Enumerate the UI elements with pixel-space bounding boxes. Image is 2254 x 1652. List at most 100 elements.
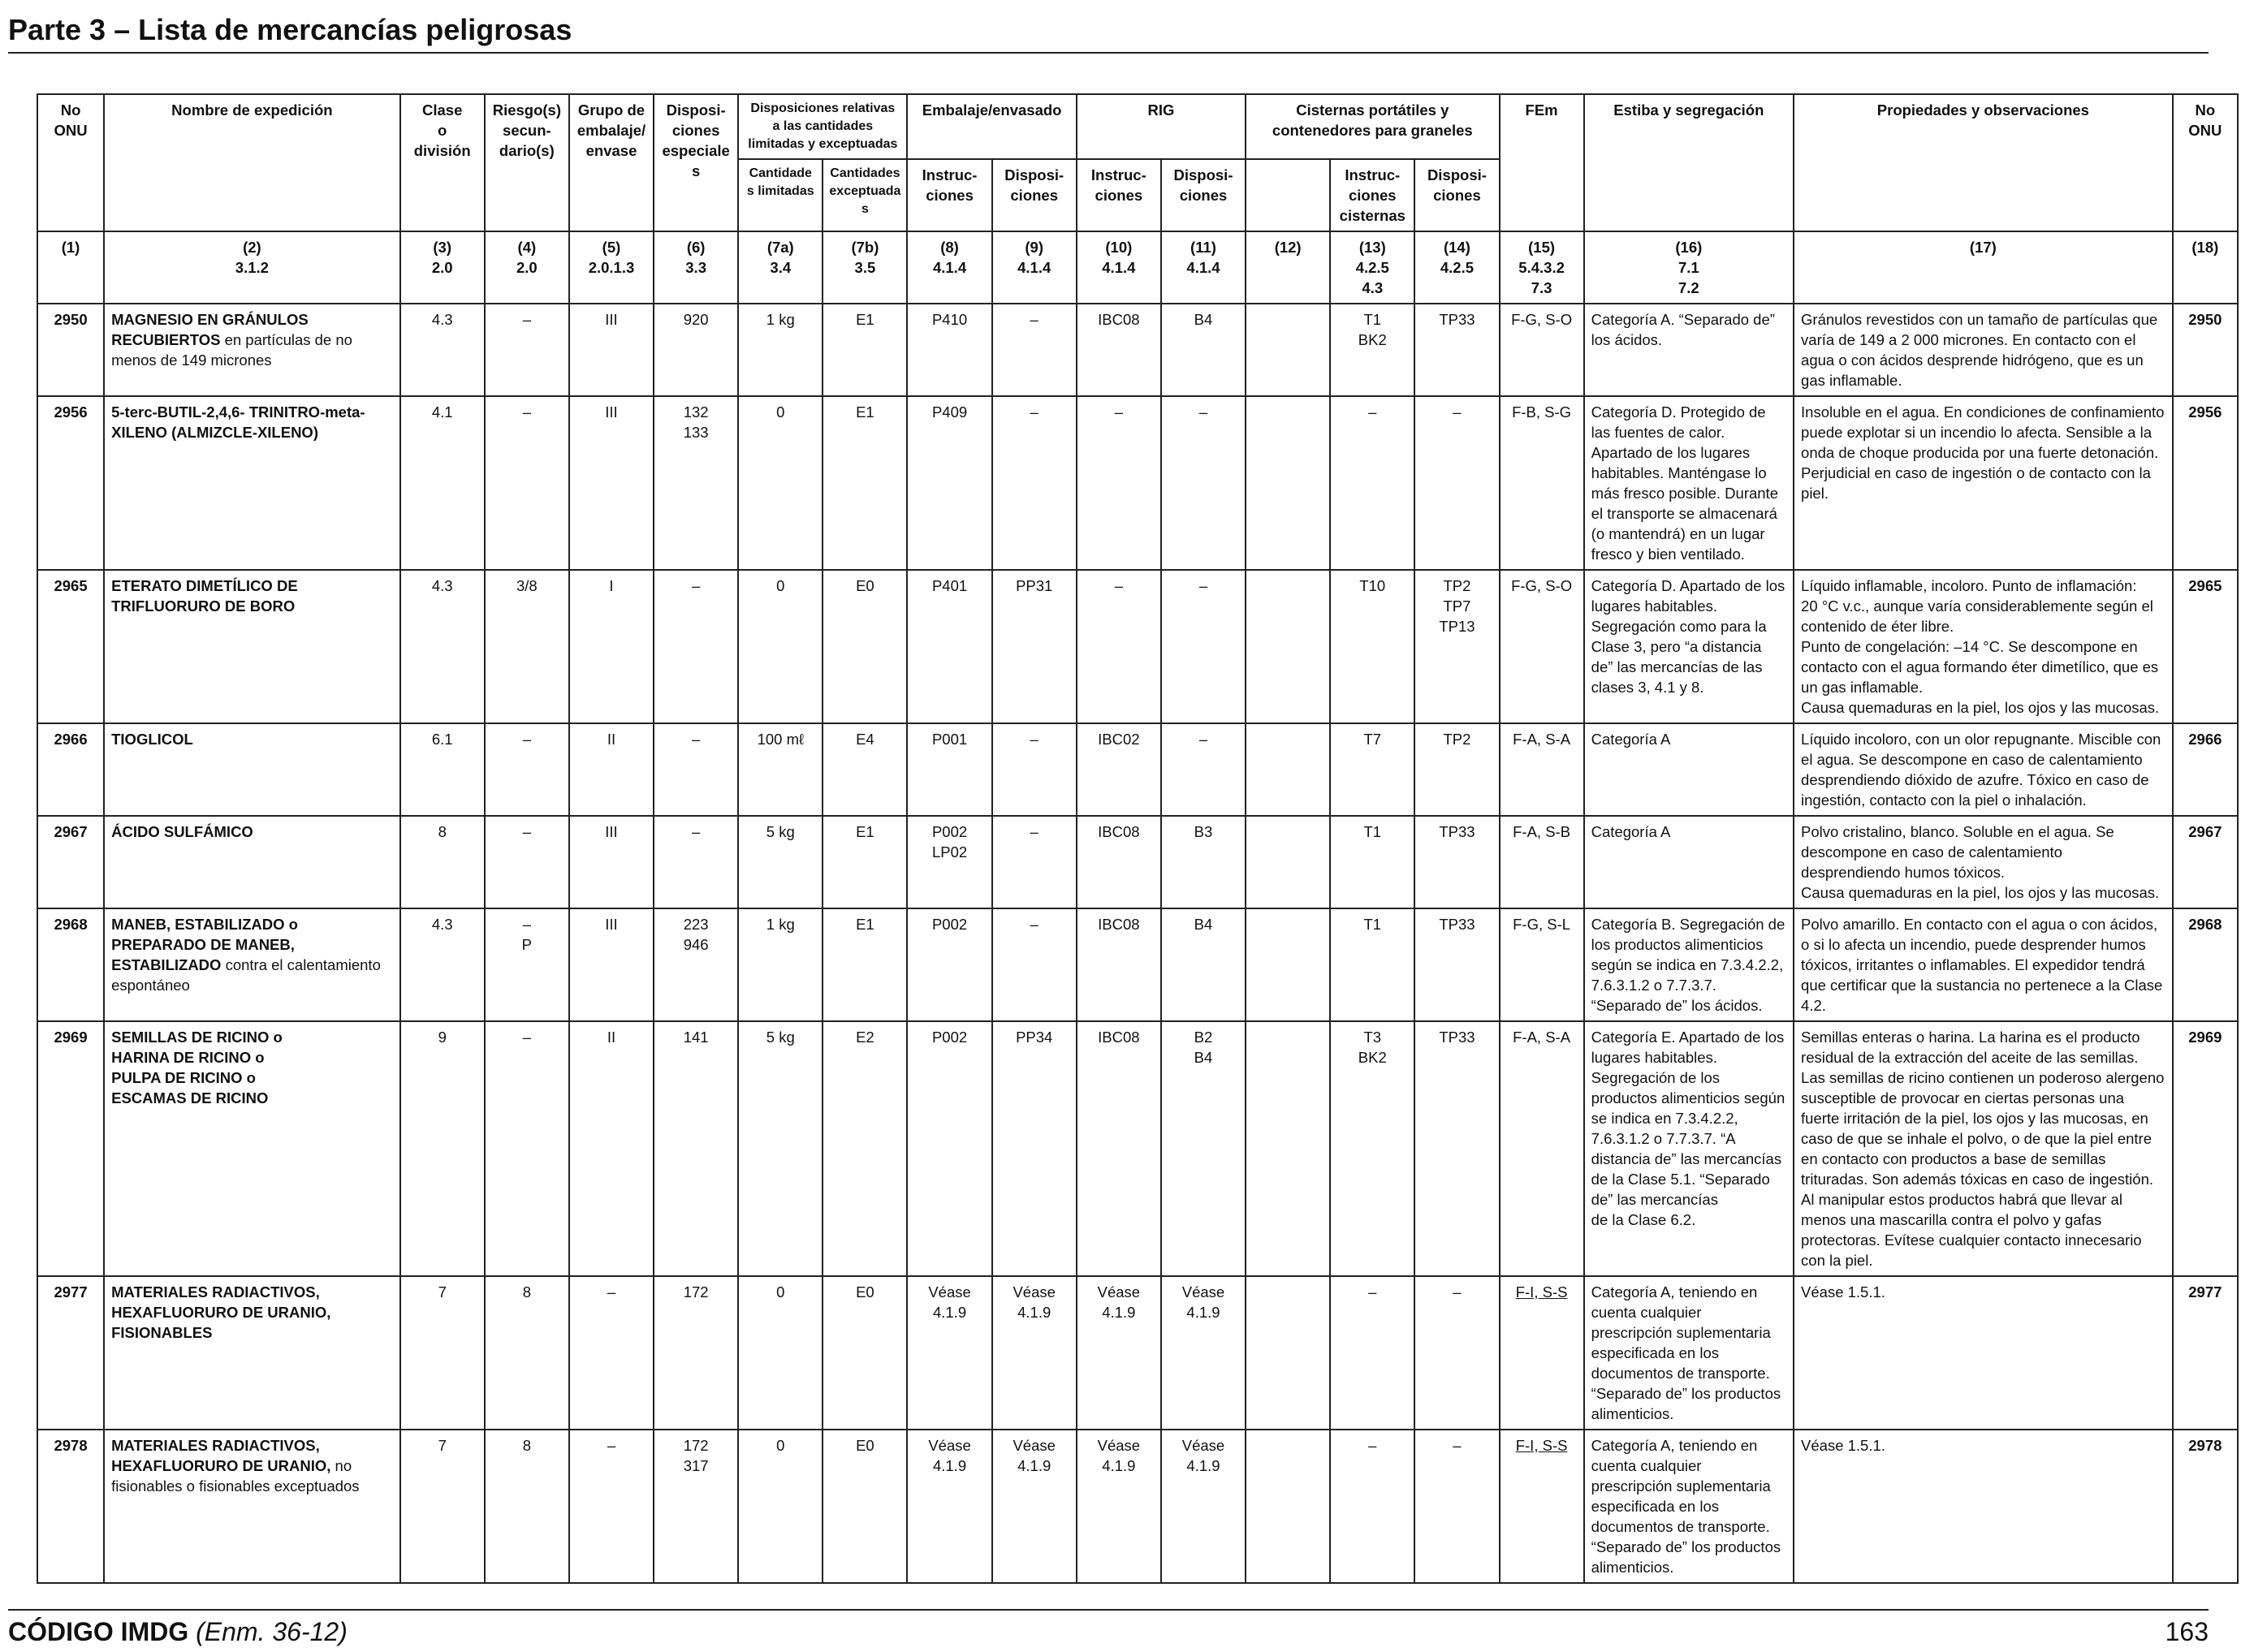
embalaje-disposiciones-cell: – <box>991 815 1077 909</box>
disposiciones-especiales-cell: – <box>653 569 740 724</box>
cantidades-exceptuadas-cell: E0 <box>822 1275 909 1430</box>
riesgo-cell: 8 <box>483 1429 570 1584</box>
fem-cell: F-I, S-S <box>1498 1429 1585 1584</box>
column-ref-cell: (16) 7.1 7.2 <box>1583 231 1795 304</box>
name-plain-text: contra el calentamiento espontáneo <box>111 956 381 994</box>
rig-disposiciones-cell: – <box>1159 569 1247 724</box>
clase-cell: 7 <box>399 1429 486 1584</box>
rig-instrucciones-cell: IBC08 <box>1075 908 1162 1022</box>
rig-instrucciones-cell: IBC08 <box>1075 303 1162 397</box>
header-grupo: Grupo de embalaje/ envase <box>568 93 655 232</box>
cantidades-limitadas-cell: 1 kg <box>737 303 824 397</box>
column-ref-cell: (2) 3.1.2 <box>103 231 401 304</box>
cisternas-instrucciones-cell: T1 <box>1329 815 1416 909</box>
embalaje-instrucciones-cell: P001 <box>906 722 993 817</box>
clase-cell: 4.3 <box>399 569 486 724</box>
clase-cell: 4.3 <box>399 303 486 397</box>
cantidades-exceptuadas-cell: E1 <box>822 303 909 397</box>
column-ref-cell: (7a) 3.4 <box>737 231 824 304</box>
column-12-cell <box>1245 569 1332 724</box>
disposiciones-especiales-cell: 132 133 <box>653 395 740 571</box>
name-bold-text: MATERIALES RADIACTIVOS, HEXAFLUORURO DE … <box>111 1437 331 1474</box>
riesgo-cell: 8 <box>483 1275 570 1430</box>
name-plain-text: no fisionables o fisionables exceptuados <box>111 1457 360 1495</box>
disposiciones-especiales-cell: 223 946 <box>653 908 740 1022</box>
embalaje-disposiciones-cell: Véase 4.1.9 <box>991 1429 1077 1584</box>
cantidades-limitadas-cell: 0 <box>737 395 824 571</box>
cisternas-disposiciones-cell: TP33 <box>1414 815 1501 909</box>
footer-code: CÓDIGO IMDG <box>8 1617 189 1646</box>
clase-cell: 4.1 <box>399 395 486 571</box>
rig-disposiciones-cell: – <box>1159 395 1247 571</box>
fem-cell: F-I, S-S <box>1498 1275 1585 1430</box>
header-disposiciones-rig: Disposi- ciones <box>1159 158 1247 232</box>
cisternas-disposiciones-cell: TP2 TP7 TP13 <box>1414 569 1501 724</box>
rig-disposiciones-cell: B3 <box>1159 815 1247 909</box>
disposiciones-especiales-cell: 172 <box>653 1275 740 1430</box>
cisternas-instrucciones-cell: T1 BK2 <box>1329 303 1416 397</box>
name-plain-text: en partículas de no menos de 149 microne… <box>111 331 352 369</box>
header-riesgo: Riesgo(s) secun- dario(s) <box>483 93 570 232</box>
grupo-cell: I <box>568 569 655 724</box>
riesgo-cell: – <box>483 815 570 909</box>
cantidades-limitadas-cell: 5 kg <box>737 815 824 909</box>
name-cell: MAGNESIO EN GRÁNULOS RECUBIERTOS en part… <box>103 303 401 397</box>
header-embalaje: Embalaje/envasado <box>906 93 1077 160</box>
embalaje-instrucciones-cell: P409 <box>906 395 993 571</box>
cisternas-disposiciones-cell: TP2 <box>1414 722 1501 817</box>
embalaje-instrucciones-cell: P002 <box>906 908 993 1022</box>
onu-cell: 2956 <box>36 395 106 571</box>
embalaje-instrucciones-cell: P410 <box>906 303 993 397</box>
column-ref-cell: (3) 2.0 <box>399 231 486 304</box>
cantidades-exceptuadas-cell: E1 <box>822 395 909 571</box>
rig-instrucciones-cell: Véase 4.1.9 <box>1075 1275 1162 1430</box>
page-header: Parte 3 – Lista de mercancías peligrosas <box>8 11 2209 54</box>
table-row: 2967 ÁCIDO SULFÁMICO 8– III –5 kg E1 P002 LP02… <box>36 815 2239 909</box>
column-ref-cell: (5) 2.0.1.3 <box>568 231 655 304</box>
name-cell: SEMILLAS DE RICINO o HARINA DE RICINO o … <box>103 1020 401 1277</box>
onu-right-cell: 2968 <box>2171 908 2239 1022</box>
name-bold-text: TIOGLICOL <box>111 731 193 748</box>
column-12-cell <box>1245 1429 1332 1584</box>
page-number: 163 <box>2165 1617 2209 1646</box>
estiba-cell: Categoría D. Apartado de los lugares hab… <box>1583 569 1795 724</box>
onu-right-cell: 2965 <box>2171 569 2239 724</box>
propiedades-cell: Gránulos revestidos con un tamaño de par… <box>1793 303 2174 397</box>
rig-disposiciones-cell: Véase 4.1.9 <box>1159 1275 1247 1430</box>
fem-cell: F-G, S-O <box>1498 303 1585 397</box>
header-blank-12 <box>1245 158 1332 232</box>
rig-instrucciones-cell: – <box>1075 395 1162 571</box>
onu-right-cell: 2969 <box>2171 1020 2239 1277</box>
cantidades-exceptuadas-cell: E0 <box>822 569 909 724</box>
table-row: 2969 SEMILLAS DE RICINO o HARINA DE RICIN… <box>36 1020 2239 1277</box>
onu-cell: 2968 <box>36 908 106 1022</box>
grupo-cell: III <box>568 815 655 909</box>
embalaje-disposiciones-cell: – <box>991 908 1077 1022</box>
cantidades-exceptuadas-cell: E2 <box>822 1020 909 1277</box>
onu-cell: 2966 <box>36 722 106 817</box>
rig-disposiciones-cell: – <box>1159 722 1247 817</box>
table-row: 2956 5-terc-BUTIL-2,4,6- TRINITRO-meta-XI… <box>36 395 2239 571</box>
rig-instrucciones-cell: IBC02 <box>1075 722 1162 817</box>
cisternas-instrucciones-cell: T3 BK2 <box>1329 1020 1416 1277</box>
name-bold-text: ÁCIDO SULFÁMICO <box>111 823 253 840</box>
name-cell: TIOGLICOL <box>103 722 401 817</box>
table-row: 2950 MAGNESIO EN GRÁNULOS RECUBIERTOS en … <box>36 303 2239 397</box>
name-cell: MATERIALES RADIACTIVOS, HEXAFLUORURO DE … <box>103 1275 401 1430</box>
fem-cell: F-A, S-A <box>1498 1020 1585 1277</box>
grupo-cell: – <box>568 1429 655 1584</box>
column-ref-cell: (17) <box>1793 231 2174 304</box>
embalaje-disposiciones-cell: – <box>991 722 1077 817</box>
estiba-cell: Categoría D. Protegido de las fuentes de… <box>1583 395 1795 571</box>
header-rig: RIG <box>1075 93 1247 160</box>
embalaje-disposiciones-cell: – <box>991 303 1077 397</box>
embalaje-instrucciones-cell: P002 <box>906 1020 993 1277</box>
cantidades-limitadas-cell: 5 kg <box>737 1020 824 1277</box>
table-row: 2978 MATERIALES RADIACTIVOS, HEXAFLUORURO… <box>36 1429 2239 1584</box>
footer-edition: (Enm. 36-12) <box>188 1617 348 1646</box>
table-row: 2977 MATERIALES RADIACTIVOS, HEXAFLUORURO… <box>36 1275 2239 1430</box>
estiba-cell: Categoría A <box>1583 722 1795 817</box>
column-ref-cell: (8) 4.1.4 <box>906 231 993 304</box>
table-body: 2950 MAGNESIO EN GRÁNULOS RECUBIERTOS en … <box>36 303 2239 1584</box>
clase-cell: 9 <box>399 1020 486 1277</box>
